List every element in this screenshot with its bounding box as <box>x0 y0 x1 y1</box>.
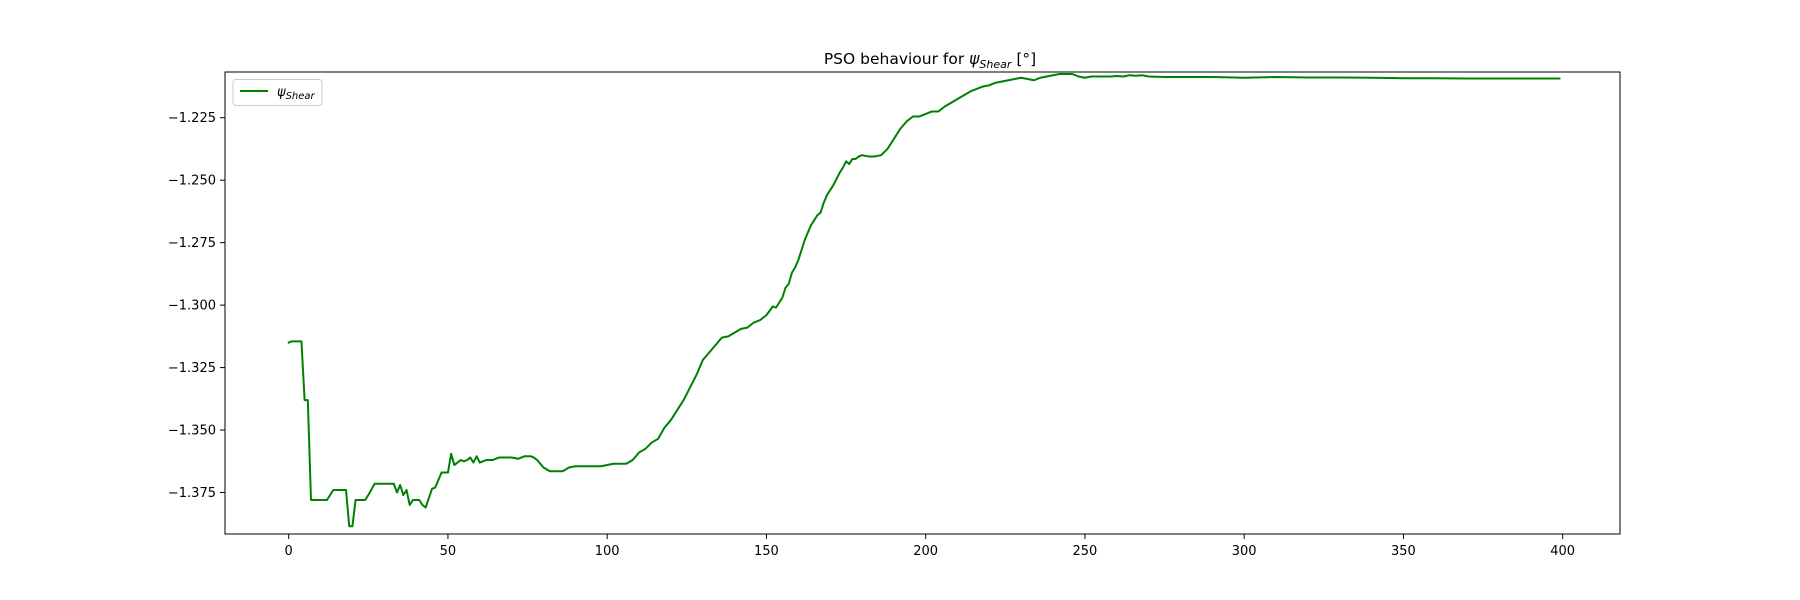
x-tick-label: 150 <box>754 544 779 559</box>
chart-title-subscript: Shear <box>979 58 1012 71</box>
x-tick-label: 100 <box>595 544 620 559</box>
x-tick-label: 350 <box>1391 544 1416 559</box>
x-tick-label: 300 <box>1232 544 1257 559</box>
y-tick-label: −1.350 <box>168 424 216 439</box>
chart-title-prefix: PSO behaviour for <box>824 50 969 68</box>
legend-entry-symbol: ψ <box>277 85 286 100</box>
chart-title-symbol: ψ <box>969 50 980 68</box>
series-line-psi-shear <box>287 73 1561 528</box>
legend-entry-label: ψShear <box>277 85 316 102</box>
x-axis: 0 50 100 150 200 250 300 350 400 <box>285 534 1575 559</box>
y-axis: −1.225 −1.250 −1.275 −1.300 −1.325 −1.350 −1.3… <box>168 111 225 501</box>
chart-title: PSO behaviour for ψShear [°] <box>824 50 1036 71</box>
x-tick-label: 0 <box>285 544 293 559</box>
y-tick-label: −1.375 <box>168 486 216 501</box>
plot-frame <box>224 71 1621 535</box>
legend-entry-subscript: Shear <box>286 91 316 102</box>
x-tick-label: 250 <box>1073 544 1098 559</box>
y-tick-label: −1.250 <box>168 174 216 189</box>
y-tick-label: −1.275 <box>168 236 216 251</box>
x-tick-label: 400 <box>1550 544 1575 559</box>
chart-title-suffix: [°] <box>1011 50 1036 68</box>
x-tick-label: 200 <box>913 544 938 559</box>
legend: ψShear <box>232 79 323 106</box>
y-tick-label: −1.325 <box>168 361 216 376</box>
legend-box <box>232 79 323 106</box>
y-tick-label: −1.300 <box>168 299 216 314</box>
x-tick-label: 50 <box>440 544 457 559</box>
y-tick-label: −1.225 <box>168 111 216 126</box>
